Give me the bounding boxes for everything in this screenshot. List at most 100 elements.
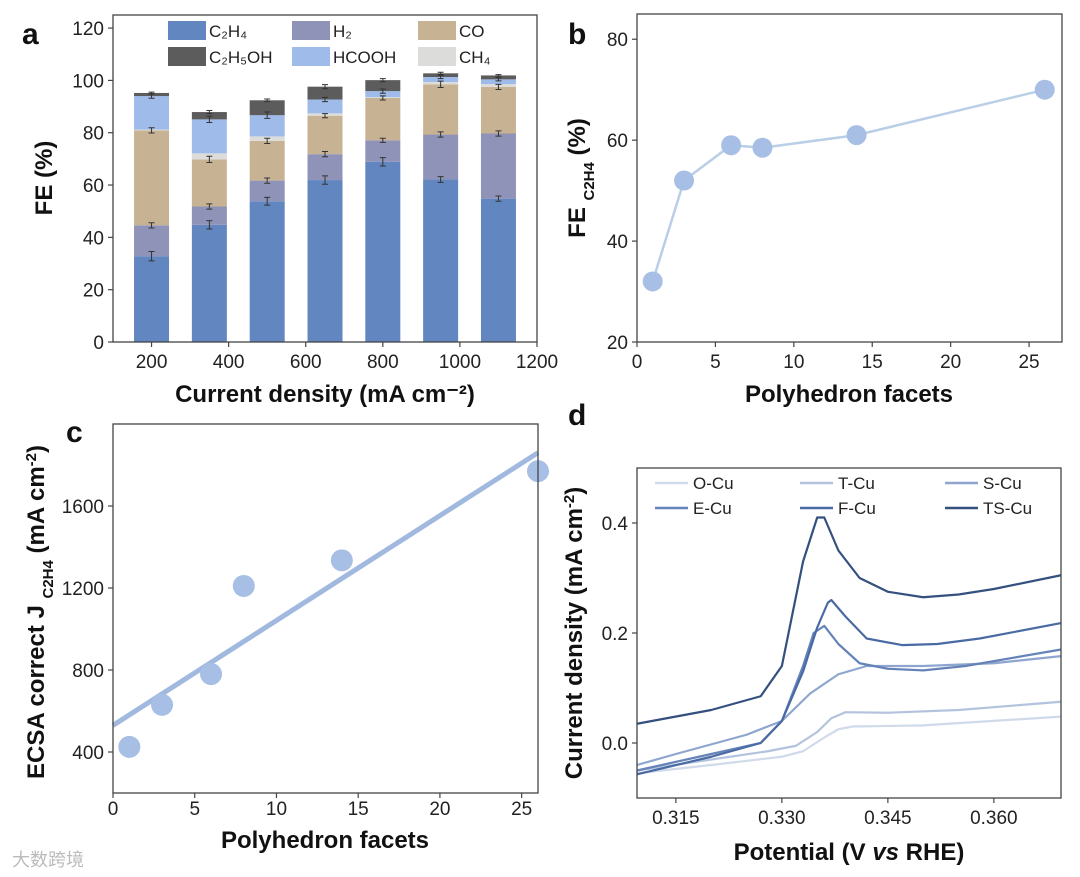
series-line-T-Cu: [636, 700, 1062, 772]
error-bar: [437, 176, 444, 183]
bar-segment-C₂H₄: [480, 198, 516, 342]
error-bar: [379, 95, 386, 101]
legend-label: O-Cu: [693, 474, 734, 493]
x-tick-label: 200: [136, 352, 168, 373]
bar-segment-HCOOH: [365, 91, 401, 98]
legend-label: H₂: [333, 22, 352, 41]
y-tick-label: 20: [607, 333, 628, 354]
data-point: [846, 125, 867, 146]
error-bar: [148, 127, 155, 134]
bar-segment-C₂H₄: [365, 161, 401, 342]
data-point: [1034, 79, 1055, 100]
y-tick-label: 80: [83, 124, 104, 145]
error-bar: [264, 196, 271, 206]
x-tick-label: 1200: [516, 352, 558, 373]
bar-segment-C₂H₅OH: [365, 80, 401, 92]
error-bar: [206, 115, 213, 124]
bar-segment-H₂: [480, 133, 516, 199]
label-part: C2H4: [40, 559, 57, 598]
y-tick-label: 1600: [62, 497, 104, 518]
x-tick-label: 800: [367, 352, 399, 373]
x-tick-label: 15: [862, 352, 883, 373]
legend-swatch: [168, 47, 206, 66]
x-tick-label: 0: [632, 352, 643, 373]
data-point: [151, 693, 174, 716]
bar-segment-C₂H₅OH: [191, 112, 227, 120]
error-bar: [322, 175, 328, 185]
y-tick-label: 60: [607, 131, 628, 152]
error-bar: [379, 78, 386, 83]
bar-segment-HCOOH: [307, 99, 343, 114]
error-bar: [206, 109, 213, 115]
label-part: ): [23, 445, 50, 453]
series-line: [651, 88, 1046, 282]
error-bar: [437, 131, 444, 138]
x-tick-label: 5: [710, 352, 721, 373]
bar-segment-C₂H₄: [423, 179, 459, 342]
bar-segment-H₂: [191, 206, 227, 225]
x-tick-label: 0.345: [864, 808, 912, 829]
axes-frame: [112, 14, 538, 343]
bar-segment-H₂: [423, 134, 459, 180]
legend-label: C₂H₅OH: [209, 48, 273, 67]
legend-swatch: [292, 47, 330, 66]
error-bar: [437, 80, 444, 88]
bar-segment-HCOOH: [480, 79, 516, 85]
error-bar: [148, 222, 155, 229]
x-tick-label: 25: [511, 799, 532, 820]
y-tick-label: 1200: [62, 579, 104, 600]
label-part: ECSA correct J: [23, 598, 50, 779]
error-bar: [379, 157, 386, 167]
x-tick-label: 400: [213, 352, 245, 373]
y-axis-title: Current density (mA cm-2): [561, 487, 589, 780]
panel-letter: a: [22, 18, 39, 51]
bar-segment-HCOOH: [191, 119, 227, 154]
y-tick-label: 40: [83, 228, 104, 249]
bar-segment-CO: [191, 159, 227, 207]
label-part: -2: [561, 495, 578, 508]
label-part: FE: [564, 201, 591, 238]
bar-segment-CO: [307, 115, 343, 155]
panel-letter: d: [568, 399, 586, 432]
bar-segment-HCOOH: [249, 115, 285, 137]
x-tick-label: 15: [348, 799, 369, 820]
error-bar: [495, 83, 502, 91]
y-tick-label: 40: [607, 232, 628, 253]
fit-line: [111, 450, 540, 728]
bar-segment-C₂H₄: [249, 201, 285, 342]
y-tick-label: 0.4: [602, 514, 629, 535]
x-axis-title: Polyhedron facets: [745, 381, 953, 408]
legend-swatch: [418, 21, 456, 40]
y-tick-label: 0.2: [602, 624, 628, 645]
x-tick-label: 1000: [439, 352, 481, 373]
bar-segment-C₂H₄: [191, 224, 227, 342]
legend-label: C₂H₄: [209, 22, 247, 41]
error-bar: [495, 74, 502, 77]
x-tick-label: 5: [189, 799, 200, 820]
bar-segment-CO: [134, 130, 170, 226]
data-point: [330, 549, 353, 572]
label-part: FE (%): [31, 141, 58, 216]
error-bar: [379, 137, 386, 143]
x-tick-label: 10: [783, 352, 804, 373]
legend-label: CO: [459, 22, 485, 41]
x-tick-label: 0: [108, 799, 119, 820]
series-line-O-Cu: [636, 715, 1062, 775]
error-bar: [495, 130, 502, 137]
label-part: C2H4: [581, 162, 598, 201]
bar-segment-C₂H₅OH: [307, 86, 343, 100]
error-bar: [322, 113, 328, 119]
y-tick-label: 400: [72, 743, 104, 764]
legend-label: E-Cu: [693, 499, 732, 518]
legend-swatch: [292, 21, 330, 40]
y-axis-title: FE C2H4 (%): [564, 118, 598, 238]
data-point: [752, 137, 773, 158]
bar-segment-H₂: [249, 180, 285, 202]
error-bar: [437, 71, 444, 75]
error-bar: [206, 220, 213, 230]
label-part: ): [561, 487, 588, 495]
watermark: 大数跨境: [12, 850, 84, 871]
data-point: [200, 663, 223, 686]
